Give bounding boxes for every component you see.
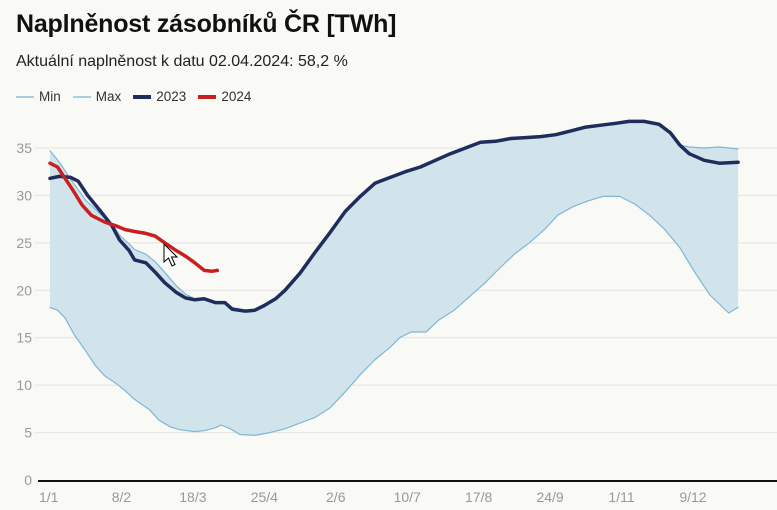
x-tick-label: 25/4 bbox=[251, 489, 278, 505]
y-tick-label: 25 bbox=[16, 235, 32, 251]
x-tick-label: 10/7 bbox=[394, 489, 421, 505]
range-area bbox=[50, 120, 739, 436]
y-tick-label: 5 bbox=[24, 425, 32, 441]
y-tick-label: 15 bbox=[16, 330, 32, 346]
x-axis: 1/1 8/2 18/3 25/4 2/6 10/7 17/8 24/9 1/11 9/12 bbox=[38, 480, 777, 505]
legend-item-2024[interactable]: 2024 bbox=[198, 89, 251, 104]
y-tick-label: 20 bbox=[16, 282, 32, 298]
x-tick-label: 8/2 bbox=[112, 489, 132, 505]
series-line-min bbox=[49, 195, 739, 436]
legend-label-max: Max bbox=[95, 89, 122, 104]
x-tick-label: 18/3 bbox=[179, 489, 206, 505]
legend-label-2024: 2024 bbox=[221, 89, 252, 104]
y-tick-label: 30 bbox=[16, 187, 32, 203]
y-axis-ticks: 0 5 10 15 20 25 30 35 bbox=[16, 140, 32, 488]
series-line-2024 bbox=[48, 161, 220, 274]
x-tick-label: 1/1 bbox=[39, 489, 59, 505]
legend-swatch-min bbox=[16, 95, 34, 98]
legend: Min Max 2023 2024 bbox=[16, 89, 263, 104]
min-max-range-area bbox=[50, 120, 739, 436]
legend-item-min[interactable]: Min bbox=[16, 89, 61, 104]
x-tick-label: 17/8 bbox=[465, 489, 492, 505]
x-tick-label: 9/12 bbox=[679, 489, 706, 505]
x-tick-label: 24/9 bbox=[536, 489, 563, 505]
mouse-cursor-icon bbox=[163, 242, 179, 267]
x-tick-label: 1/11 bbox=[608, 489, 634, 505]
y-tick-label: 0 bbox=[24, 472, 32, 488]
series-lines bbox=[48, 119, 740, 436]
y-tick-label: 35 bbox=[16, 140, 32, 156]
legend-item-2023[interactable]: 2023 bbox=[133, 89, 186, 104]
x-tick-label: 2/6 bbox=[326, 489, 346, 505]
chart-title: Naplněnost zásobníků ČR [TWh] bbox=[16, 10, 397, 38]
chart-subtitle: Aktuální naplněnost k datu 02.04.2024: 5… bbox=[16, 53, 348, 70]
legend-swatch-max bbox=[72, 95, 91, 98]
legend-swatch-2023 bbox=[133, 94, 152, 99]
legend-swatch-2024 bbox=[198, 94, 217, 99]
series-line-2023 bbox=[48, 119, 740, 313]
legend-item-max[interactable]: Max bbox=[72, 89, 122, 104]
legend-label-2023: 2023 bbox=[156, 89, 187, 104]
y-tick-label: 10 bbox=[16, 377, 32, 393]
legend-label-min: Min bbox=[39, 89, 61, 104]
